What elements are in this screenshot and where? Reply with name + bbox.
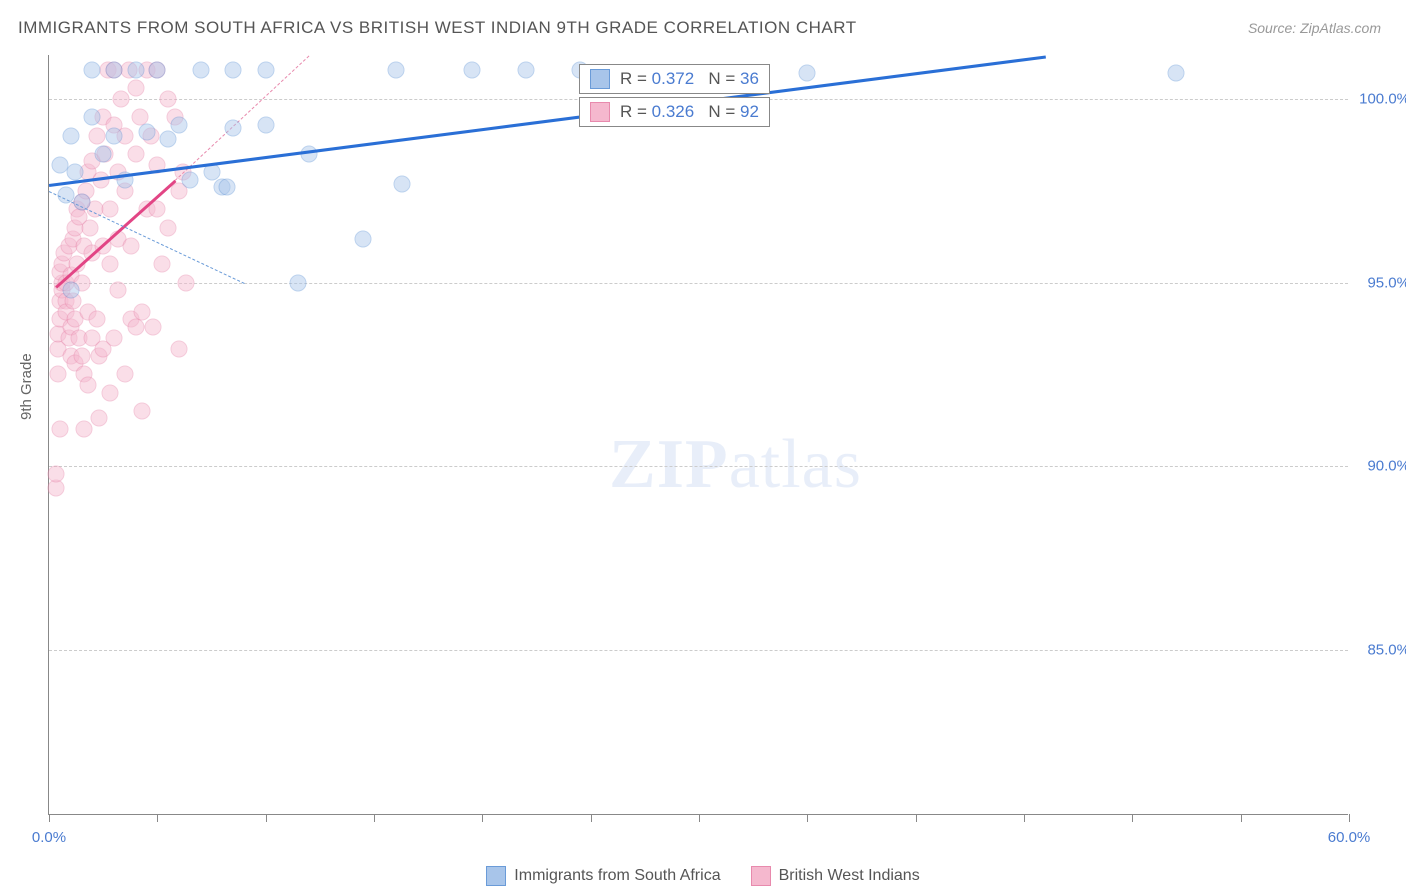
scatter-point xyxy=(138,124,155,141)
gridline xyxy=(49,650,1348,651)
scatter-point xyxy=(134,403,151,420)
scatter-point xyxy=(127,318,144,335)
y-tick-label: 95.0% xyxy=(1367,274,1406,291)
scatter-point xyxy=(106,61,123,78)
scatter-point xyxy=(127,80,144,97)
scatter-point xyxy=(160,91,177,108)
scatter-point xyxy=(394,175,411,192)
x-tick xyxy=(266,814,267,822)
scatter-point xyxy=(106,127,123,144)
scatter-point xyxy=(145,318,162,335)
scatter-point xyxy=(160,219,177,236)
scatter-point xyxy=(153,256,170,273)
scatter-point xyxy=(149,61,166,78)
legend-stat-box: R = 0.372 N = 36 xyxy=(579,64,770,94)
scatter-point xyxy=(290,274,307,291)
scatter-point xyxy=(799,65,816,82)
scatter-point xyxy=(47,465,64,482)
x-tick-label: 60.0% xyxy=(1328,829,1371,846)
y-tick-label: 90.0% xyxy=(1367,458,1406,475)
plot-area: ZIPatlas 85.0%90.0%95.0%100.0%0.0%60.0%R… xyxy=(48,55,1348,815)
scatter-point xyxy=(101,201,118,218)
x-tick xyxy=(1241,814,1242,822)
scatter-point xyxy=(101,384,118,401)
scatter-point xyxy=(203,164,220,181)
scatter-point xyxy=(73,348,90,365)
scatter-point xyxy=(84,109,101,126)
x-tick xyxy=(1132,814,1133,822)
scatter-point xyxy=(355,230,372,247)
scatter-point xyxy=(301,146,318,163)
scatter-point xyxy=(51,421,68,438)
scatter-point xyxy=(95,146,112,163)
y-tick-label: 85.0% xyxy=(1367,641,1406,658)
scatter-point xyxy=(62,281,79,298)
legend-stat-text: R = 0.372 N = 36 xyxy=(620,69,759,89)
x-tick xyxy=(1024,814,1025,822)
scatter-point xyxy=(110,281,127,298)
scatter-point xyxy=(101,256,118,273)
watermark: ZIPatlas xyxy=(609,425,862,505)
scatter-point xyxy=(82,219,99,236)
x-tick xyxy=(807,814,808,822)
legend-stat-text: R = 0.326 N = 92 xyxy=(620,102,759,122)
x-tick xyxy=(482,814,483,822)
x-tick xyxy=(157,814,158,822)
scatter-point xyxy=(106,329,123,346)
gridline xyxy=(49,466,1348,467)
scatter-point xyxy=(67,164,84,181)
chart-title: IMMIGRANTS FROM SOUTH AFRICA VS BRITISH … xyxy=(18,18,857,38)
scatter-point xyxy=(225,61,242,78)
x-tick xyxy=(591,814,592,822)
scatter-point xyxy=(1167,65,1184,82)
scatter-point xyxy=(171,340,188,357)
scatter-point xyxy=(84,61,101,78)
scatter-point xyxy=(387,61,404,78)
x-tick xyxy=(374,814,375,822)
x-tick xyxy=(699,814,700,822)
scatter-point xyxy=(116,366,133,383)
scatter-point xyxy=(88,311,105,328)
scatter-point xyxy=(225,120,242,137)
bottom-legend: Immigrants from South Africa British Wes… xyxy=(0,866,1406,886)
scatter-point xyxy=(75,421,92,438)
scatter-point xyxy=(112,91,129,108)
scatter-point xyxy=(62,127,79,144)
y-axis-label: 9th Grade xyxy=(18,353,35,420)
scatter-point xyxy=(47,480,64,497)
scatter-point xyxy=(192,61,209,78)
x-tick xyxy=(1349,814,1350,822)
scatter-point xyxy=(160,131,177,148)
legend-label-0: Immigrants from South Africa xyxy=(514,867,720,885)
legend-stat-box: R = 0.326 N = 92 xyxy=(579,97,770,127)
legend-swatch xyxy=(590,69,610,89)
scatter-point xyxy=(123,237,140,254)
legend-swatch-0 xyxy=(486,866,506,886)
legend-swatch xyxy=(590,102,610,122)
scatter-point xyxy=(127,146,144,163)
x-tick xyxy=(49,814,50,822)
scatter-point xyxy=(90,410,107,427)
legend-item-series-1: British West Indians xyxy=(751,866,920,886)
scatter-point xyxy=(127,61,144,78)
scatter-point xyxy=(80,377,97,394)
scatter-point xyxy=(171,116,188,133)
legend-swatch-1 xyxy=(751,866,771,886)
scatter-point xyxy=(88,127,105,144)
legend-label-1: British West Indians xyxy=(779,867,920,885)
y-tick-label: 100.0% xyxy=(1359,91,1406,108)
legend-item-series-0: Immigrants from South Africa xyxy=(486,866,720,886)
scatter-point xyxy=(517,61,534,78)
scatter-point xyxy=(177,274,194,291)
scatter-point xyxy=(218,179,235,196)
x-tick xyxy=(916,814,917,822)
scatter-point xyxy=(49,366,66,383)
source-label: Source: ZipAtlas.com xyxy=(1248,20,1381,36)
scatter-point xyxy=(257,61,274,78)
scatter-point xyxy=(463,61,480,78)
scatter-point xyxy=(257,116,274,133)
scatter-point xyxy=(181,171,198,188)
x-tick-label: 0.0% xyxy=(32,829,66,846)
